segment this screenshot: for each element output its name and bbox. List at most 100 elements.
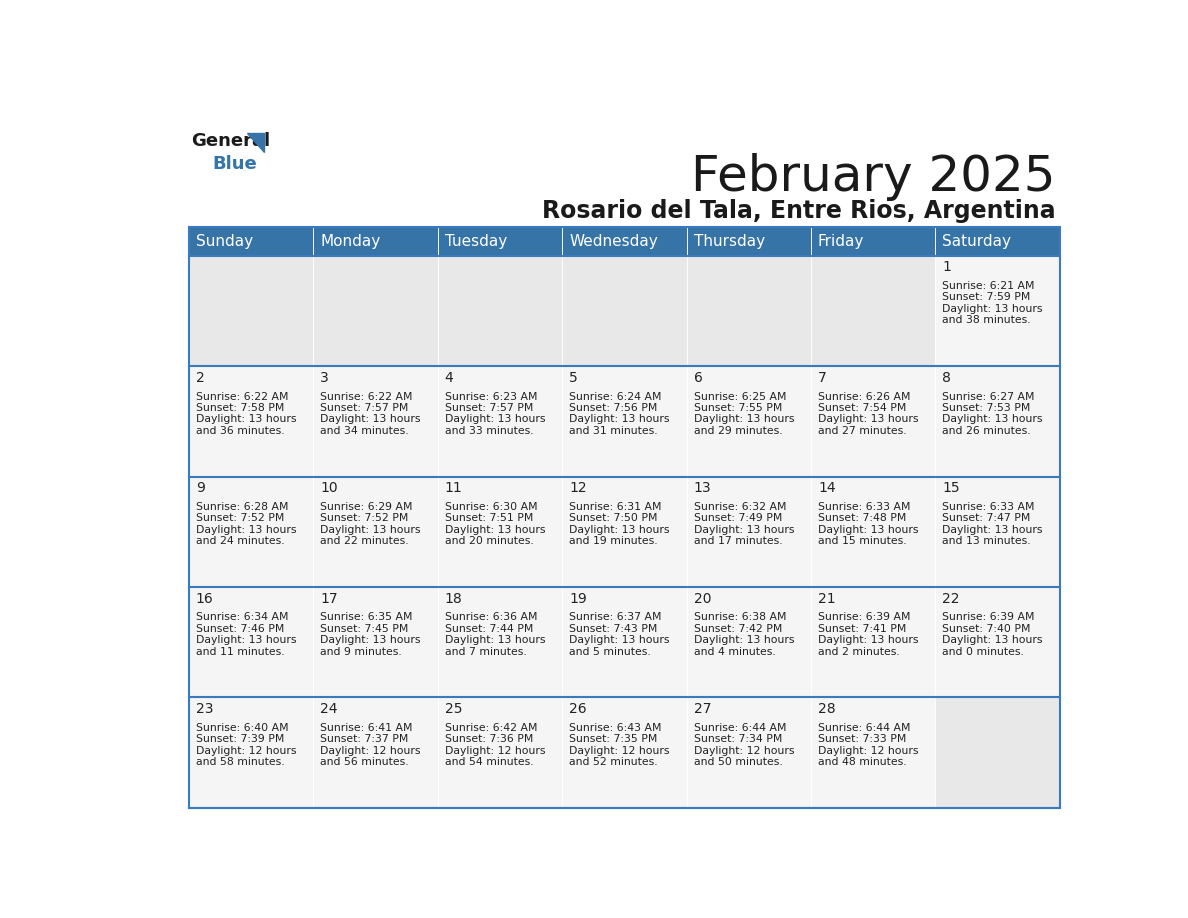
Text: Daylight: 12 hours: Daylight: 12 hours [569, 745, 670, 756]
Text: 21: 21 [819, 591, 835, 606]
Text: and 9 minutes.: and 9 minutes. [321, 646, 402, 656]
Text: General: General [191, 131, 270, 150]
Text: and 5 minutes.: and 5 minutes. [569, 646, 651, 656]
Bar [189, 698, 314, 808]
Text: 14: 14 [819, 481, 835, 495]
Text: Daylight: 13 hours: Daylight: 13 hours [569, 414, 670, 424]
Text: Sunrise: 6:39 AM: Sunrise: 6:39 AM [819, 612, 910, 622]
Text: and 56 minutes.: and 56 minutes. [321, 757, 409, 767]
Text: Daylight: 13 hours: Daylight: 13 hours [819, 525, 918, 534]
Text: Sunset: 7:34 PM: Sunset: 7:34 PM [694, 734, 782, 744]
Text: Sunset: 7:35 PM: Sunset: 7:35 PM [569, 734, 657, 744]
Text: and 54 minutes.: and 54 minutes. [444, 757, 533, 767]
Text: Sunrise: 6:36 AM: Sunrise: 6:36 AM [444, 612, 537, 622]
Text: Sunrise: 6:32 AM: Sunrise: 6:32 AM [694, 502, 786, 512]
Bar [811, 256, 935, 366]
Text: and 0 minutes.: and 0 minutes. [942, 646, 1024, 656]
Text: Sunset: 7:53 PM: Sunset: 7:53 PM [942, 403, 1031, 413]
Bar [935, 256, 1060, 366]
Text: Sunset: 7:49 PM: Sunset: 7:49 PM [694, 513, 782, 523]
Text: Sunset: 7:36 PM: Sunset: 7:36 PM [444, 734, 533, 744]
Text: and 38 minutes.: and 38 minutes. [942, 315, 1031, 325]
Text: Sunset: 7:48 PM: Sunset: 7:48 PM [819, 513, 906, 523]
Text: Sunrise: 6:44 AM: Sunrise: 6:44 AM [819, 722, 910, 733]
Text: Sunrise: 6:21 AM: Sunrise: 6:21 AM [942, 281, 1035, 291]
Text: and 24 minutes.: and 24 minutes. [196, 536, 284, 546]
Text: Sunrise: 6:25 AM: Sunrise: 6:25 AM [694, 391, 786, 401]
Text: Sunrise: 6:23 AM: Sunrise: 6:23 AM [444, 391, 537, 401]
Text: and 27 minutes.: and 27 minutes. [819, 426, 906, 436]
Text: Sunset: 7:37 PM: Sunset: 7:37 PM [321, 734, 409, 744]
Text: Daylight: 13 hours: Daylight: 13 hours [942, 304, 1043, 314]
Text: Daylight: 13 hours: Daylight: 13 hours [444, 414, 545, 424]
Text: 27: 27 [694, 702, 712, 716]
Bar [935, 366, 1060, 476]
Bar [189, 476, 314, 587]
Bar [935, 476, 1060, 587]
Text: 23: 23 [196, 702, 214, 716]
Text: Daylight: 13 hours: Daylight: 13 hours [321, 525, 421, 534]
Text: Sunrise: 6:33 AM: Sunrise: 6:33 AM [942, 502, 1035, 512]
Text: 24: 24 [321, 702, 337, 716]
Text: Friday: Friday [819, 234, 865, 249]
Text: Daylight: 12 hours: Daylight: 12 hours [819, 745, 918, 756]
Text: 1: 1 [942, 261, 952, 274]
Text: Sunset: 7:39 PM: Sunset: 7:39 PM [196, 734, 284, 744]
Text: 11: 11 [444, 481, 462, 495]
Bar [811, 587, 935, 698]
Text: and 15 minutes.: and 15 minutes. [819, 536, 906, 546]
Text: Sunset: 7:57 PM: Sunset: 7:57 PM [444, 403, 533, 413]
Bar [437, 476, 562, 587]
Text: Daylight: 13 hours: Daylight: 13 hours [694, 414, 794, 424]
Text: Sunrise: 6:28 AM: Sunrise: 6:28 AM [196, 502, 289, 512]
Text: and 31 minutes.: and 31 minutes. [569, 426, 658, 436]
Bar [189, 256, 314, 366]
Text: Sunrise: 6:43 AM: Sunrise: 6:43 AM [569, 722, 662, 733]
Text: 5: 5 [569, 371, 577, 385]
Bar [562, 587, 687, 698]
Text: Sunrise: 6:34 AM: Sunrise: 6:34 AM [196, 612, 289, 622]
Bar [437, 366, 562, 476]
Text: 8: 8 [942, 371, 952, 385]
Text: Daylight: 13 hours: Daylight: 13 hours [569, 525, 670, 534]
Text: Daylight: 13 hours: Daylight: 13 hours [694, 525, 794, 534]
Text: and 48 minutes.: and 48 minutes. [819, 757, 906, 767]
Text: Sunset: 7:59 PM: Sunset: 7:59 PM [942, 293, 1031, 303]
Text: Sunrise: 6:42 AM: Sunrise: 6:42 AM [444, 722, 537, 733]
Text: Sunset: 7:33 PM: Sunset: 7:33 PM [819, 734, 906, 744]
Text: Sunset: 7:56 PM: Sunset: 7:56 PM [569, 403, 657, 413]
Text: Daylight: 13 hours: Daylight: 13 hours [819, 414, 918, 424]
Text: Sunset: 7:43 PM: Sunset: 7:43 PM [569, 623, 657, 633]
Bar [687, 227, 811, 256]
Text: Daylight: 13 hours: Daylight: 13 hours [942, 525, 1043, 534]
Bar [687, 366, 811, 476]
Text: 20: 20 [694, 591, 712, 606]
Text: Daylight: 12 hours: Daylight: 12 hours [694, 745, 794, 756]
Text: 4: 4 [444, 371, 454, 385]
Text: Daylight: 12 hours: Daylight: 12 hours [196, 745, 296, 756]
Text: 26: 26 [569, 702, 587, 716]
Bar [811, 698, 935, 808]
Bar [314, 698, 437, 808]
Text: and 29 minutes.: and 29 minutes. [694, 426, 782, 436]
Text: 17: 17 [321, 591, 337, 606]
Text: Daylight: 13 hours: Daylight: 13 hours [196, 525, 296, 534]
Text: and 17 minutes.: and 17 minutes. [694, 536, 782, 546]
Text: Daylight: 12 hours: Daylight: 12 hours [444, 745, 545, 756]
Text: Monday: Monday [321, 234, 380, 249]
Text: Rosario del Tala, Entre Rios, Argentina: Rosario del Tala, Entre Rios, Argentina [542, 198, 1055, 223]
Text: Sunrise: 6:22 AM: Sunrise: 6:22 AM [321, 391, 412, 401]
Text: 3: 3 [321, 371, 329, 385]
Text: and 22 minutes.: and 22 minutes. [321, 536, 409, 546]
Text: Daylight: 13 hours: Daylight: 13 hours [444, 525, 545, 534]
Bar [811, 366, 935, 476]
Text: Sunset: 7:57 PM: Sunset: 7:57 PM [321, 403, 409, 413]
Text: Tuesday: Tuesday [444, 234, 507, 249]
Text: and 2 minutes.: and 2 minutes. [819, 646, 899, 656]
Text: Daylight: 13 hours: Daylight: 13 hours [942, 635, 1043, 645]
Text: Daylight: 13 hours: Daylight: 13 hours [819, 635, 918, 645]
Bar [687, 256, 811, 366]
Text: and 50 minutes.: and 50 minutes. [694, 757, 782, 767]
Text: Sunset: 7:47 PM: Sunset: 7:47 PM [942, 513, 1031, 523]
Bar [437, 587, 562, 698]
